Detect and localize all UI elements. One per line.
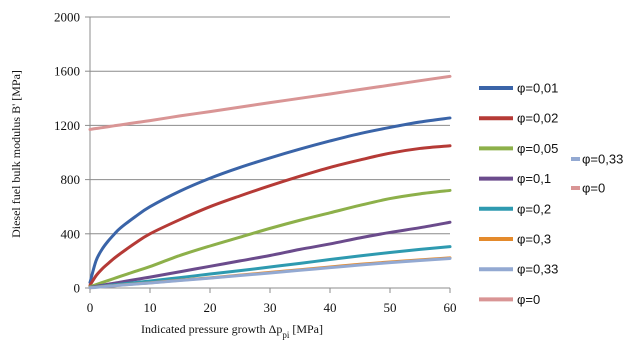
series-lines [88, 74, 452, 290]
x-tick-label: 60 [444, 300, 457, 315]
legend-label: φ=0,2 [517, 201, 551, 216]
x-tick-label: 10 [144, 300, 157, 315]
series-line-1 [88, 116, 452, 285]
legend-label: φ=0,02 [517, 111, 558, 126]
series-line-3 [88, 188, 452, 289]
legend-label: φ=0,05 [517, 141, 558, 156]
legend-label: φ=0,01 [517, 81, 558, 96]
legend-label: φ=0 [517, 292, 540, 307]
series-line-8 [88, 74, 452, 131]
x-tick-label: 50 [384, 300, 397, 315]
series-line-7 [88, 256, 452, 290]
legend-label: φ=0,3 [517, 232, 551, 247]
legend-label: φ=0 [582, 181, 605, 196]
secondary-legend: φ=0,33 φ=0 [571, 152, 623, 196]
legend: φ=0,01 φ=0,02 φ=0,05 φ=0,1 φ=0,2 φ=0,3 φ=0,33 φ… [479, 81, 558, 307]
legend-label: φ=0,1 [517, 171, 551, 186]
y-tick-label: 1200 [54, 118, 80, 133]
series-line-2 [88, 144, 452, 287]
legend-label: φ=0,33 [582, 152, 623, 167]
legend-label: φ=0,33 [517, 262, 558, 277]
x-tick-label: 0 [87, 300, 94, 315]
tick-labels: 0 400 800 1200 1600 2000 0 10 20 30 40 50 60 [54, 10, 457, 316]
y-tick-label: 1600 [54, 64, 80, 79]
x-tick-label: 30 [264, 300, 277, 315]
y-tick-label: 800 [61, 172, 81, 187]
y-tick-label: 2000 [54, 10, 80, 25]
x-tick-label: 40 [324, 300, 337, 315]
y-tick-label: 400 [61, 226, 81, 241]
series-line-4 [88, 220, 452, 289]
x-axis-title: Indicated pressure growth Δppi [MPa] [141, 322, 323, 340]
y-tick-label: 0 [74, 281, 81, 296]
y-axis-title: Diesel fuel bulk modulus B' [MPa] [9, 70, 23, 238]
x-tick-label: 20 [204, 300, 217, 315]
